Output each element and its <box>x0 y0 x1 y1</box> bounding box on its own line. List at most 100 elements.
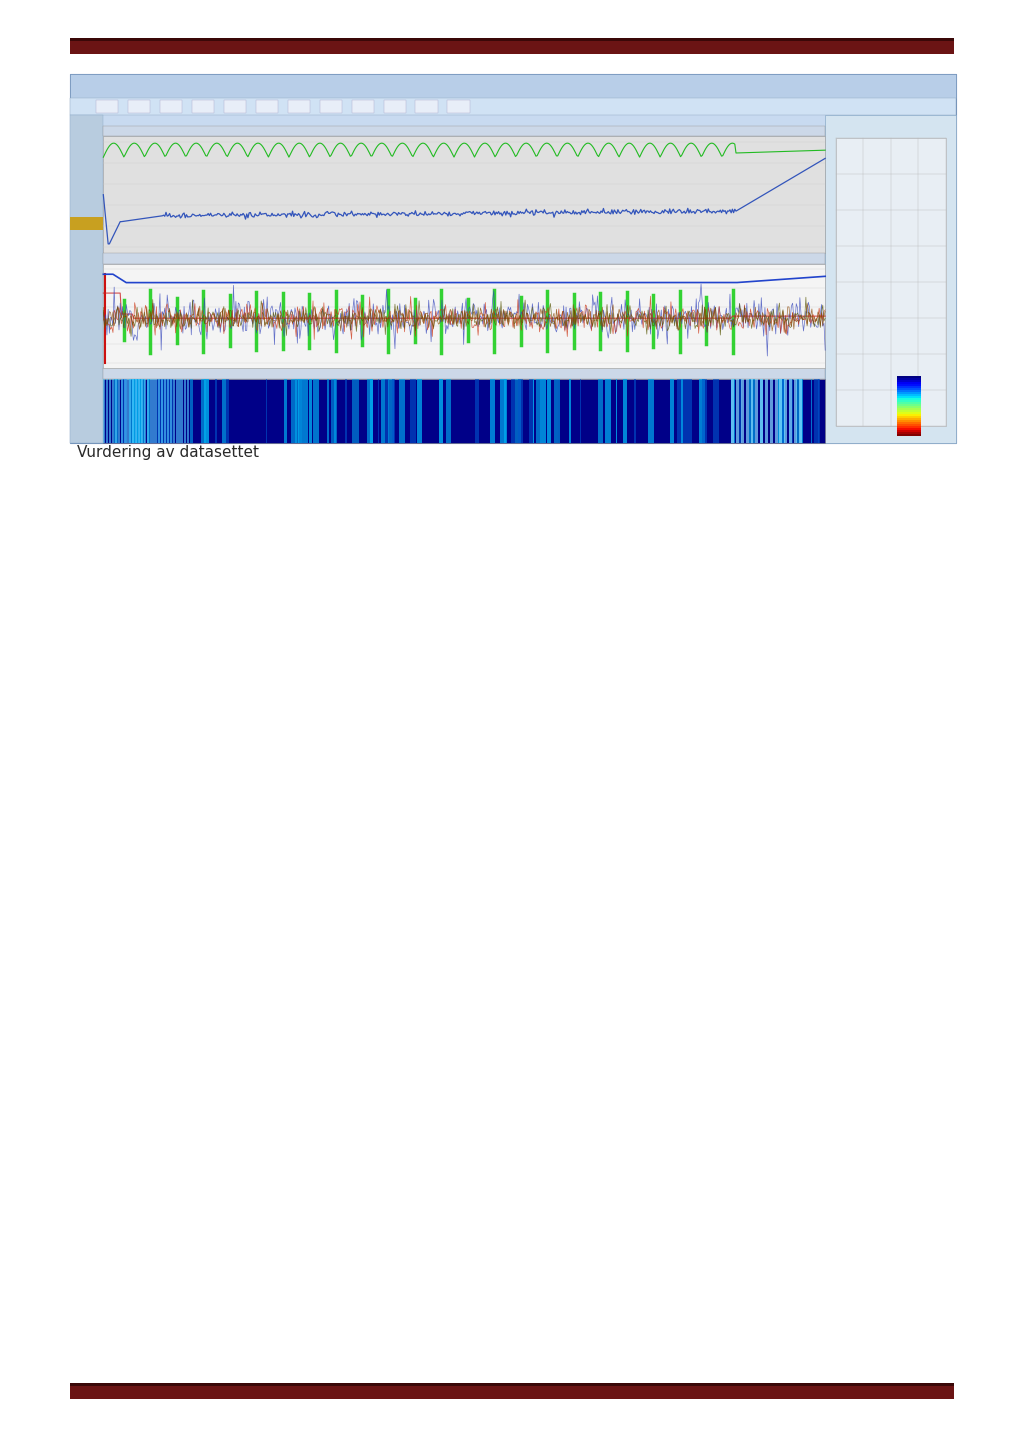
Bar <box>897 434 921 436</box>
Bar <box>288 100 310 113</box>
Bar <box>897 428 921 430</box>
Bar <box>897 389 921 392</box>
Bar <box>648 379 654 443</box>
Bar <box>501 379 506 443</box>
Bar <box>790 379 792 443</box>
Bar <box>511 379 515 443</box>
Bar <box>897 396 921 398</box>
Bar <box>70 116 103 443</box>
Bar <box>897 383 921 386</box>
Bar <box>598 379 603 443</box>
Bar <box>634 379 636 443</box>
Bar <box>897 423 921 424</box>
Bar <box>205 379 209 443</box>
Bar <box>475 379 479 443</box>
Bar <box>103 369 825 379</box>
Bar <box>175 379 178 443</box>
Bar <box>160 100 182 113</box>
Bar <box>770 379 773 443</box>
Bar <box>518 379 523 443</box>
Text: Resultater strømdata: Resultater strømdata <box>77 90 344 110</box>
Bar <box>529 379 534 443</box>
Bar <box>489 379 496 443</box>
Bar <box>295 379 299 443</box>
Bar <box>897 404 921 407</box>
Bar <box>103 126 825 136</box>
Bar <box>897 414 921 417</box>
Bar <box>345 379 347 443</box>
Bar <box>150 379 152 443</box>
Bar <box>897 408 921 410</box>
Bar <box>158 379 161 443</box>
Bar <box>782 379 784 443</box>
Bar <box>319 100 342 113</box>
Bar <box>738 379 742 443</box>
Bar <box>897 386 921 388</box>
Bar <box>298 379 302 443</box>
Bar <box>385 379 389 443</box>
Bar <box>836 139 946 427</box>
Bar <box>165 379 168 443</box>
Bar <box>547 379 551 443</box>
Bar <box>201 379 206 443</box>
Bar <box>312 379 318 443</box>
Bar <box>897 388 921 389</box>
Bar <box>897 412 921 414</box>
Bar <box>222 379 226 443</box>
Bar <box>184 379 186 443</box>
Bar <box>224 100 246 113</box>
Bar <box>266 379 267 443</box>
Bar <box>327 379 329 443</box>
Bar <box>173 379 175 443</box>
Bar <box>70 1386 954 1399</box>
Bar <box>623 379 627 443</box>
Bar <box>352 379 358 443</box>
Bar <box>124 379 126 443</box>
Bar <box>112 379 114 443</box>
Bar <box>811 379 812 443</box>
Bar <box>897 430 921 433</box>
Bar <box>103 263 825 369</box>
Bar <box>156 379 158 443</box>
Bar <box>714 379 719 443</box>
Bar <box>504 379 507 443</box>
Bar <box>439 379 443 443</box>
Bar <box>70 1382 954 1386</box>
Bar <box>825 116 956 443</box>
Bar <box>751 379 754 443</box>
Bar <box>532 379 535 443</box>
Bar <box>446 379 452 443</box>
Bar <box>897 399 921 402</box>
Bar <box>399 379 404 443</box>
Bar <box>193 100 214 113</box>
Bar <box>537 379 540 443</box>
Bar <box>800 379 803 443</box>
Bar <box>897 392 921 394</box>
Bar <box>605 379 610 443</box>
Bar <box>897 402 921 404</box>
Bar <box>540 379 546 443</box>
Bar <box>161 379 165 443</box>
Bar <box>70 74 956 443</box>
Bar <box>818 379 820 443</box>
Bar <box>897 378 921 379</box>
Bar <box>778 379 784 443</box>
Bar <box>731 379 735 443</box>
Bar <box>167 379 169 443</box>
Bar <box>411 379 416 443</box>
Bar <box>70 42 954 55</box>
Bar <box>170 379 172 443</box>
Bar <box>115 379 117 443</box>
Bar <box>554 379 558 443</box>
Bar <box>760 379 763 443</box>
Bar <box>168 379 173 443</box>
Bar <box>106 379 109 443</box>
Bar <box>215 379 217 443</box>
Bar <box>897 394 921 396</box>
Bar <box>897 379 921 382</box>
Bar <box>122 379 127 443</box>
Bar <box>814 379 819 443</box>
Bar <box>153 379 155 443</box>
Bar <box>515 379 521 443</box>
Bar <box>774 379 777 443</box>
